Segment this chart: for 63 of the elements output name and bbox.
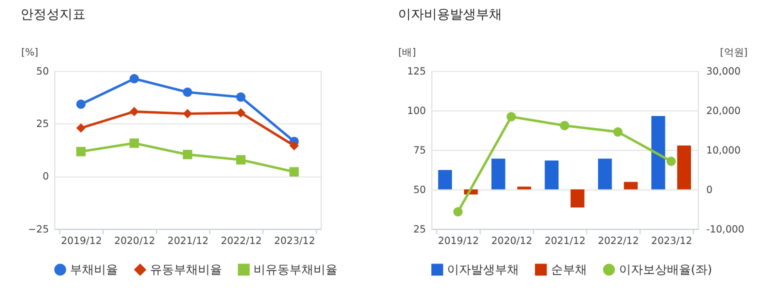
- x-tick-label: 2019/12: [438, 236, 479, 248]
- point: [666, 156, 676, 166]
- point: [236, 92, 246, 102]
- point: [236, 155, 246, 164]
- y2-tick-label: 10,000: [706, 145, 741, 156]
- point: [289, 167, 299, 176]
- bar: [491, 158, 506, 190]
- y-tick-label: 125: [407, 66, 426, 78]
- legend-label: 비유동부채비율: [254, 262, 338, 277]
- bar: [598, 158, 612, 190]
- point: [182, 109, 192, 118]
- bar: [677, 146, 691, 190]
- x-tick-label: 2023/12: [274, 236, 316, 248]
- point: [506, 112, 516, 122]
- y-tick-label: 50: [36, 66, 49, 78]
- point: [289, 141, 299, 150]
- y-axis-title: [배]: [398, 48, 416, 59]
- chart-title: 안정성지표: [20, 8, 86, 23]
- chart-title: 이자비용발생부채: [398, 8, 502, 23]
- y-tick-label: 25: [36, 119, 49, 130]
- point: [182, 150, 192, 160]
- y2-tick-label: 30,000: [706, 66, 741, 78]
- x-tick-label: 2023/12: [651, 236, 692, 248]
- point: [76, 100, 86, 109]
- point: [613, 127, 623, 137]
- x-tick-label: 2021/12: [168, 236, 209, 248]
- bar: [438, 170, 452, 190]
- point: [236, 108, 246, 118]
- bar: [570, 189, 584, 208]
- point: [182, 88, 192, 97]
- y-tick-label: 75: [413, 145, 426, 156]
- bar: [624, 182, 638, 190]
- x-tick-label: 2021/12: [544, 236, 586, 248]
- legend-label: 순부채: [550, 262, 587, 277]
- point: [76, 123, 86, 133]
- bar: [651, 116, 666, 190]
- bar: [517, 186, 532, 190]
- y-axis-title: [%]: [21, 48, 38, 59]
- legend-label: 이자발생부채: [447, 262, 520, 277]
- point: [130, 138, 139, 148]
- point: [560, 120, 570, 130]
- y2-tick-label: -10,000: [706, 224, 744, 236]
- point: [130, 74, 139, 84]
- point: [76, 146, 86, 156]
- y2-tick-label: 0: [706, 184, 712, 196]
- x-tick-label: 2020/12: [491, 236, 532, 248]
- x-tick-label: 2020/12: [114, 236, 156, 248]
- y-tick-label: 25: [413, 224, 426, 236]
- legend-label: 유동부채비율: [150, 262, 222, 277]
- x-tick-label: 2019/12: [60, 236, 102, 248]
- point: [453, 207, 463, 216]
- legend-label: 부채비율: [70, 262, 118, 277]
- x-tick-label: 2022/12: [220, 236, 262, 248]
- y-tick-label: 50: [413, 184, 426, 196]
- y-tick-label: 0: [42, 172, 49, 183]
- y2-axis-title: [억원]: [720, 48, 748, 59]
- x-tick-label: 2022/12: [598, 236, 639, 248]
- y2-tick-label: 20,000: [706, 106, 741, 117]
- y-tick-label: −25: [28, 224, 49, 236]
- bar: [544, 160, 559, 190]
- legend-label: 이자보상배율(좌): [618, 262, 712, 277]
- point: [130, 106, 139, 116]
- y-tick-label: 100: [407, 106, 426, 117]
